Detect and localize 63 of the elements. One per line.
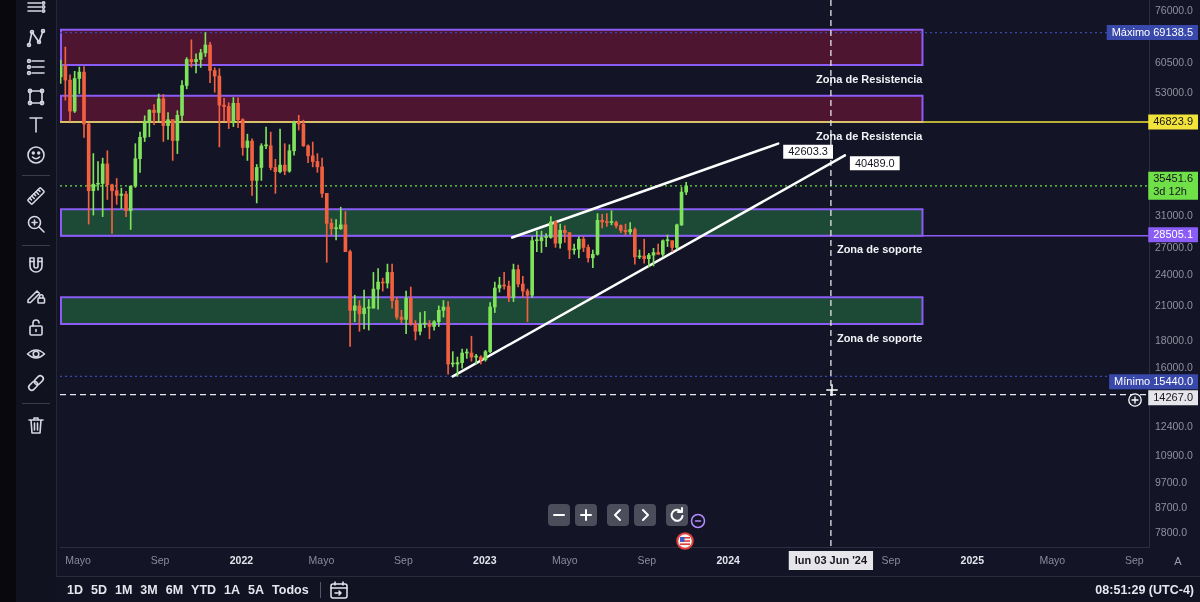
y-tick-label: 27000.0 [1155,241,1194,254]
x-tick-label: 2022 [229,554,254,567]
candlestick [166,112,170,140]
x-tick-label: Mayo [308,554,335,567]
candlestick [628,222,633,235]
text: 1M [114,582,133,597]
ref-line-label: 35451.6 3d 12h [1153,172,1193,198]
candlestick [278,128,282,174]
ref-line-label: 14267.0 [1153,390,1193,403]
band-label: Zona de Resistencia [816,72,924,85]
x-tick-label: Mayo [551,554,578,567]
x-tick-label: Sep [150,554,170,567]
y-tick-label: 9700.0 [1155,475,1188,488]
text: 1A [224,582,241,597]
candlestick [352,294,357,323]
text: 5A [248,582,265,597]
ref-line-label: Mínimo 15440.0 [1114,374,1194,387]
data-label: 40489.0 [854,156,895,169]
y-tick-label: 53000.0 [1155,86,1194,99]
y-tick-label: 76000.0 [1155,3,1194,16]
candlestick [362,289,366,330]
x-tick-label: Mayo [1039,554,1066,567]
x-tick-label: 2024 [716,554,741,567]
candlestick [152,104,156,125]
text: YTD [191,582,217,597]
y-tick-label: 8700.0 [1155,500,1188,513]
y-tick-label: 24000.0 [1155,268,1194,281]
x-tick-label: 2025 [960,554,985,567]
band-label: Zona de soporte [836,243,923,256]
x-tick-label: 2023 [473,554,497,567]
x-tick-label: Mayo [65,554,91,567]
ref-line-label: 46823.9 [1153,115,1193,128]
band-label: Zona de soporte [836,331,923,344]
y-tick-label: 31000.0 [1155,209,1194,222]
candlestick [282,143,287,176]
text: 1D [67,582,83,597]
candlestick [376,268,380,310]
x-tick-label: Sep [394,554,413,567]
candlestick [642,238,647,264]
ref-line-label: Máximo 69138.5 [1111,25,1193,38]
candlestick [114,178,119,205]
candlestick [310,141,315,168]
ref-line-label: 28505.1 [1153,227,1193,240]
y-tick-label: 7800.0 [1155,525,1188,538]
text: 3M [140,582,158,597]
text: A [1173,555,1183,567]
text: 08:51:29 (UTC-4) [1095,582,1195,597]
candlestick [338,206,343,230]
y-tick-label: 60500.0 [1155,56,1194,69]
text: 6M [165,582,184,597]
y-tick-label: 18000.0 [1155,334,1194,347]
text: 5D [90,582,107,597]
x-tick-label: Sep [1124,554,1144,567]
ref-line-label: lun 03 Jun '24 [794,554,868,567]
y-tick-label: 21000.0 [1155,298,1194,311]
y-tick-label: 10900.0 [1155,449,1194,462]
y-tick-label: 12400.0 [1155,419,1194,432]
y-tick-label: 16000.0 [1155,361,1194,374]
x-tick-label: Sep [637,554,657,567]
text: Todos [272,582,309,597]
x-tick-label: Sep [881,554,901,567]
data-label: 42603.3 [788,145,828,158]
band-label: Zona de Resistencia [816,129,924,142]
